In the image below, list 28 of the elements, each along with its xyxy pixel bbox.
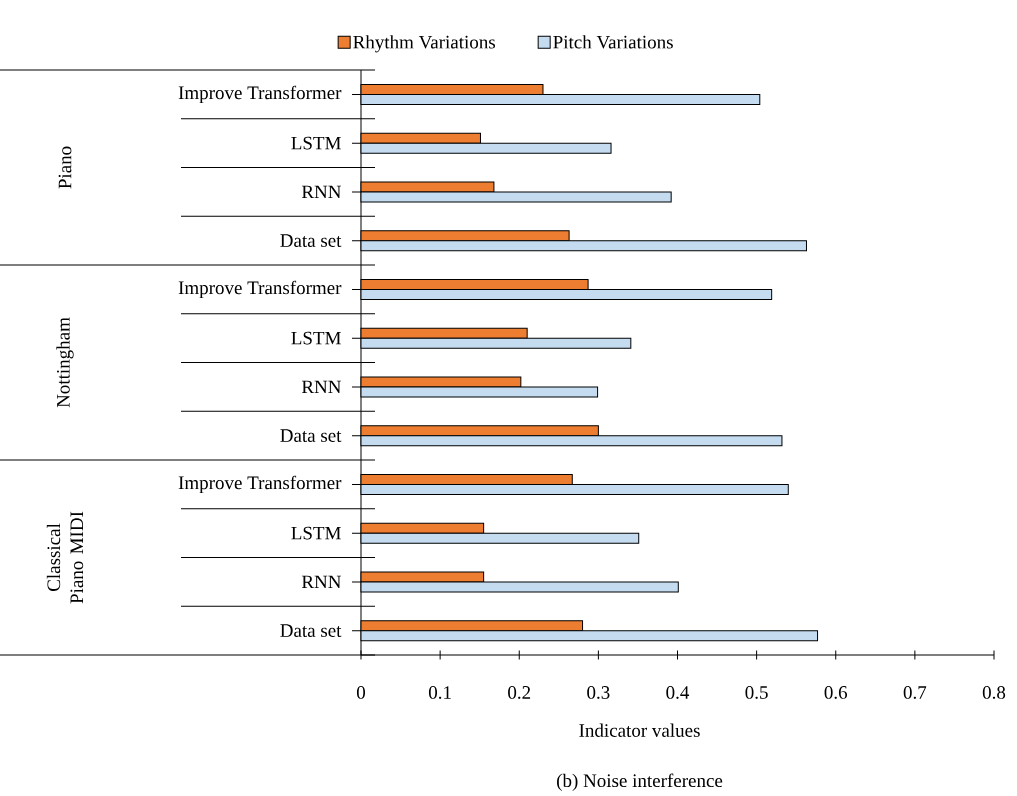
x-tick-label: 0.4 [666,686,690,699]
x-tick-label: 0.1 [428,686,451,699]
x-tick-label: 0 [356,686,366,699]
x-tick-label: 0.3 [587,686,610,699]
y-tick-label: RNN [301,380,342,394]
text: Nottingham [56,317,74,408]
y-tick-label: Improve Transformer [178,280,342,299]
y-tick-label: LSTM [291,136,341,150]
x-tick-label: 0.6 [824,686,848,699]
y-tick-label: Data set [280,429,342,442]
y-tick-label: Improve Transformer [178,85,342,104]
y-tick-label: LSTM [291,331,341,345]
y-tick-label: RNN [301,185,342,199]
y-tick-label: LSTM [291,526,341,540]
x-tick-label: 0.8 [982,686,1006,699]
x-tick-label: 0.2 [508,686,531,699]
y-tick-label: Improve Transformer [178,475,342,494]
x-axis-title: Indicator values [579,723,700,737]
y-tick-label: Data set [280,234,342,247]
text: Piano [58,146,72,189]
legend-label: Pitch Variations [553,35,673,49]
legend-label: Rhythm Variations [353,35,496,53]
x-tick-label: 0.7 [903,686,927,699]
y-tick-label: RNN [301,575,342,589]
y-tick-label: Data set [280,624,342,637]
text: Classical Piano MIDI [46,511,84,604]
text: (b) Noise interference [557,773,723,791]
x-tick-label: 0.5 [745,686,768,699]
